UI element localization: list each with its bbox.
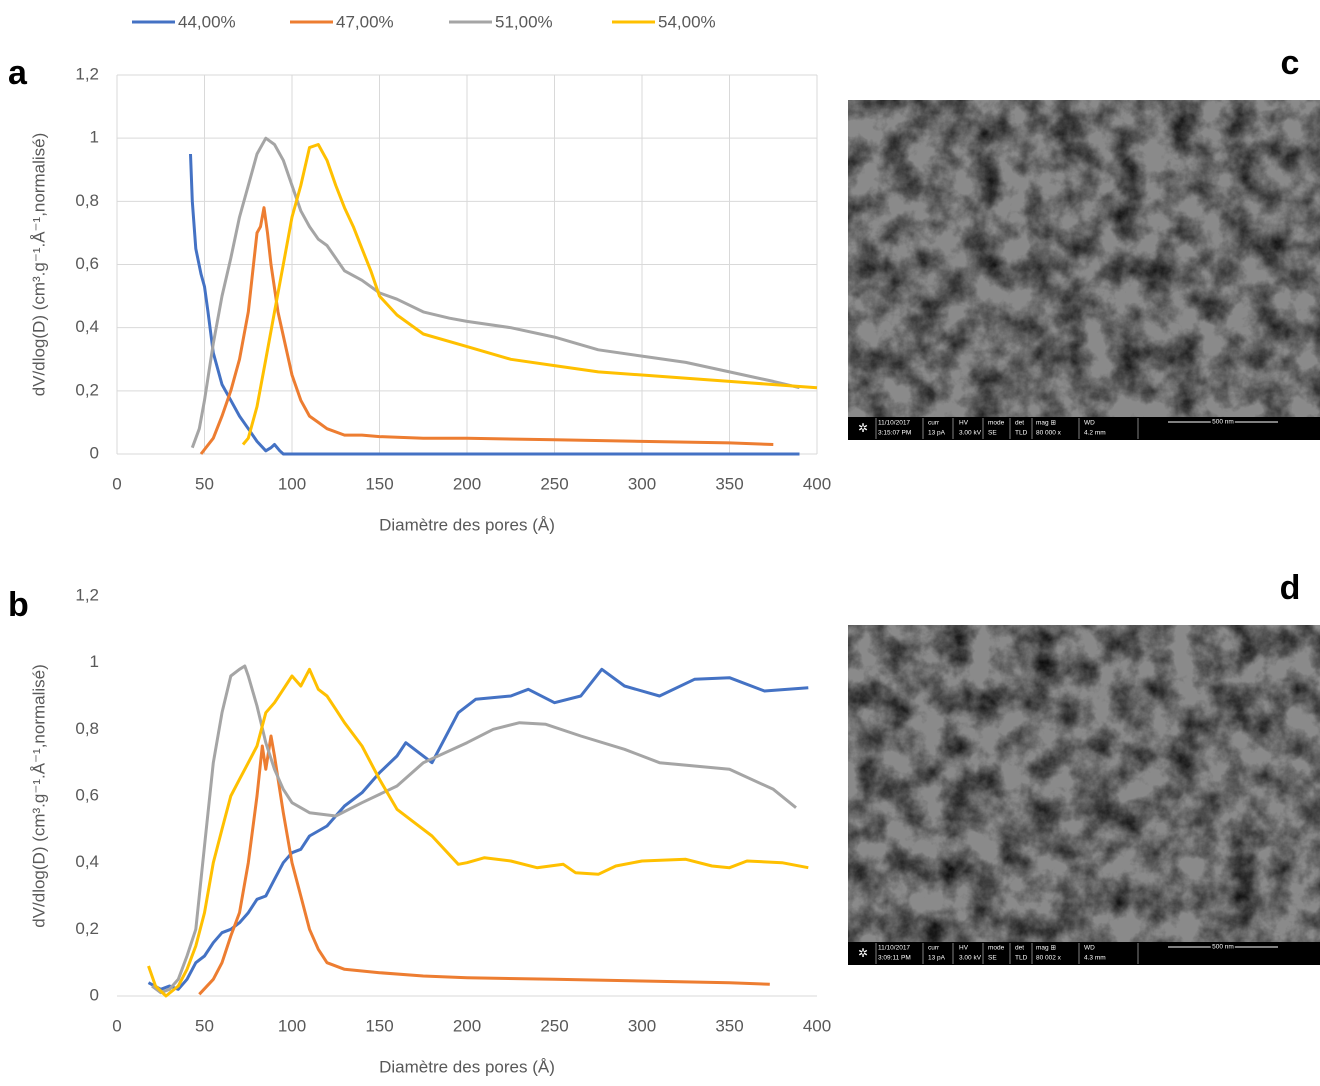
y-tick-label: 0,8 [75,191,99,210]
y-tick-label: 0,6 [75,254,99,273]
y-tick-label: 0,4 [75,317,99,336]
info-icon: ✲ [858,946,868,960]
info-text: TLD [1015,430,1028,437]
panel-label: c [1281,44,1300,82]
info-text: 4.2 mm [1084,430,1106,437]
info-text: 11/10/2017 [878,945,910,952]
info-text: WD [1084,420,1095,427]
info-text: 11/10/2017 [878,420,910,427]
info-text: SE [988,955,997,962]
y-tick-label: 1,2 [75,64,99,83]
panel-label: b [8,586,29,624]
info-text: det [1015,945,1024,952]
panel-label: d [1280,569,1301,607]
info-text: mode [988,945,1005,952]
sem-texture [848,100,1320,417]
info-text: 4.3 mm [1084,955,1106,962]
y-axis-title: dV/dlog(D) (cm³.g⁻¹.Å⁻¹,normalisé) [29,664,48,928]
y-tick-label: 0 [90,443,99,462]
y-tick-label: 0 [90,985,99,1004]
line-series [147,667,809,998]
info-text: 3.00 kV [959,955,982,962]
info-text: SE [988,430,997,437]
y-tick-label: 0,4 [75,852,99,871]
x-tick-label: 100 [278,1016,306,1035]
info-text: HV [959,420,969,427]
info-text: det [1015,420,1024,427]
info-text: 3:15:07 PM [878,430,911,437]
info-text: mode [988,420,1005,427]
x-axis-title: Diamètre des pores (Å) [379,1057,555,1076]
panel-label: a [8,54,28,92]
info-text: HV [959,945,969,952]
legend-label: 51,00% [495,12,553,31]
x-tick-label: 200 [453,474,481,493]
x-tick-label: 50 [195,474,214,493]
x-axis-title: Diamètre des pores (Å) [379,515,555,534]
line-series [190,136,800,449]
legend-label: 44,00% [178,12,236,31]
x-tick-label: 100 [278,474,306,493]
x-tick-label: 150 [365,474,393,493]
legend-label: 47,00% [336,12,394,31]
info-text: WD [1084,945,1095,952]
line-series [151,664,797,995]
info-text: TLD [1015,955,1028,962]
info-text: 80 002 x [1036,955,1062,962]
line-series [198,734,770,996]
line-series [147,667,809,991]
legend-label: 54,00% [658,12,716,31]
y-tick-label: 1,2 [75,585,99,604]
x-tick-label: 350 [715,474,743,493]
x-tick-label: 400 [803,474,831,493]
line-series [189,153,800,456]
x-tick-label: 300 [628,474,656,493]
sem-texture [848,625,1320,942]
info-text: mag ⊞ [1036,420,1056,427]
x-tick-label: 350 [715,1016,743,1035]
y-tick-label: 1 [90,652,99,671]
x-tick-label: 0 [112,474,121,493]
x-tick-label: 250 [540,1016,568,1035]
info-text: mag ⊞ [1036,945,1056,952]
info-text: 3.00 kV [959,430,982,437]
x-tick-label: 300 [628,1016,656,1035]
info-text: 13 pA [928,955,946,962]
y-tick-label: 0,2 [75,919,99,938]
x-tick-label: 250 [540,474,568,493]
y-tick-label: 0,2 [75,380,99,399]
x-tick-label: 150 [365,1016,393,1035]
info-text: 3:09:11 PM [878,955,911,962]
y-tick-label: 1 [90,128,99,147]
info-text: curr [928,420,940,427]
x-tick-label: 400 [803,1016,831,1035]
info-text: 13 pA [928,430,946,437]
scale-label: 500 nm [1212,944,1234,951]
scale-label: 500 nm [1212,419,1234,426]
info-text: curr [928,945,940,952]
info-icon: ✲ [858,421,868,435]
x-tick-label: 50 [195,1016,214,1035]
y-tick-label: 0,8 [75,719,99,738]
y-tick-label: 0,6 [75,785,99,804]
info-bar [848,942,1320,965]
line-series [241,143,818,446]
info-text: 80 000 x [1036,430,1062,437]
x-tick-label: 0 [112,1016,121,1035]
line-series [199,206,774,455]
info-bar [848,417,1320,440]
x-tick-label: 200 [453,1016,481,1035]
y-axis-title: dV/dlog(D) (cm³.g⁻¹.Å⁻¹,normalisé) [29,133,48,397]
